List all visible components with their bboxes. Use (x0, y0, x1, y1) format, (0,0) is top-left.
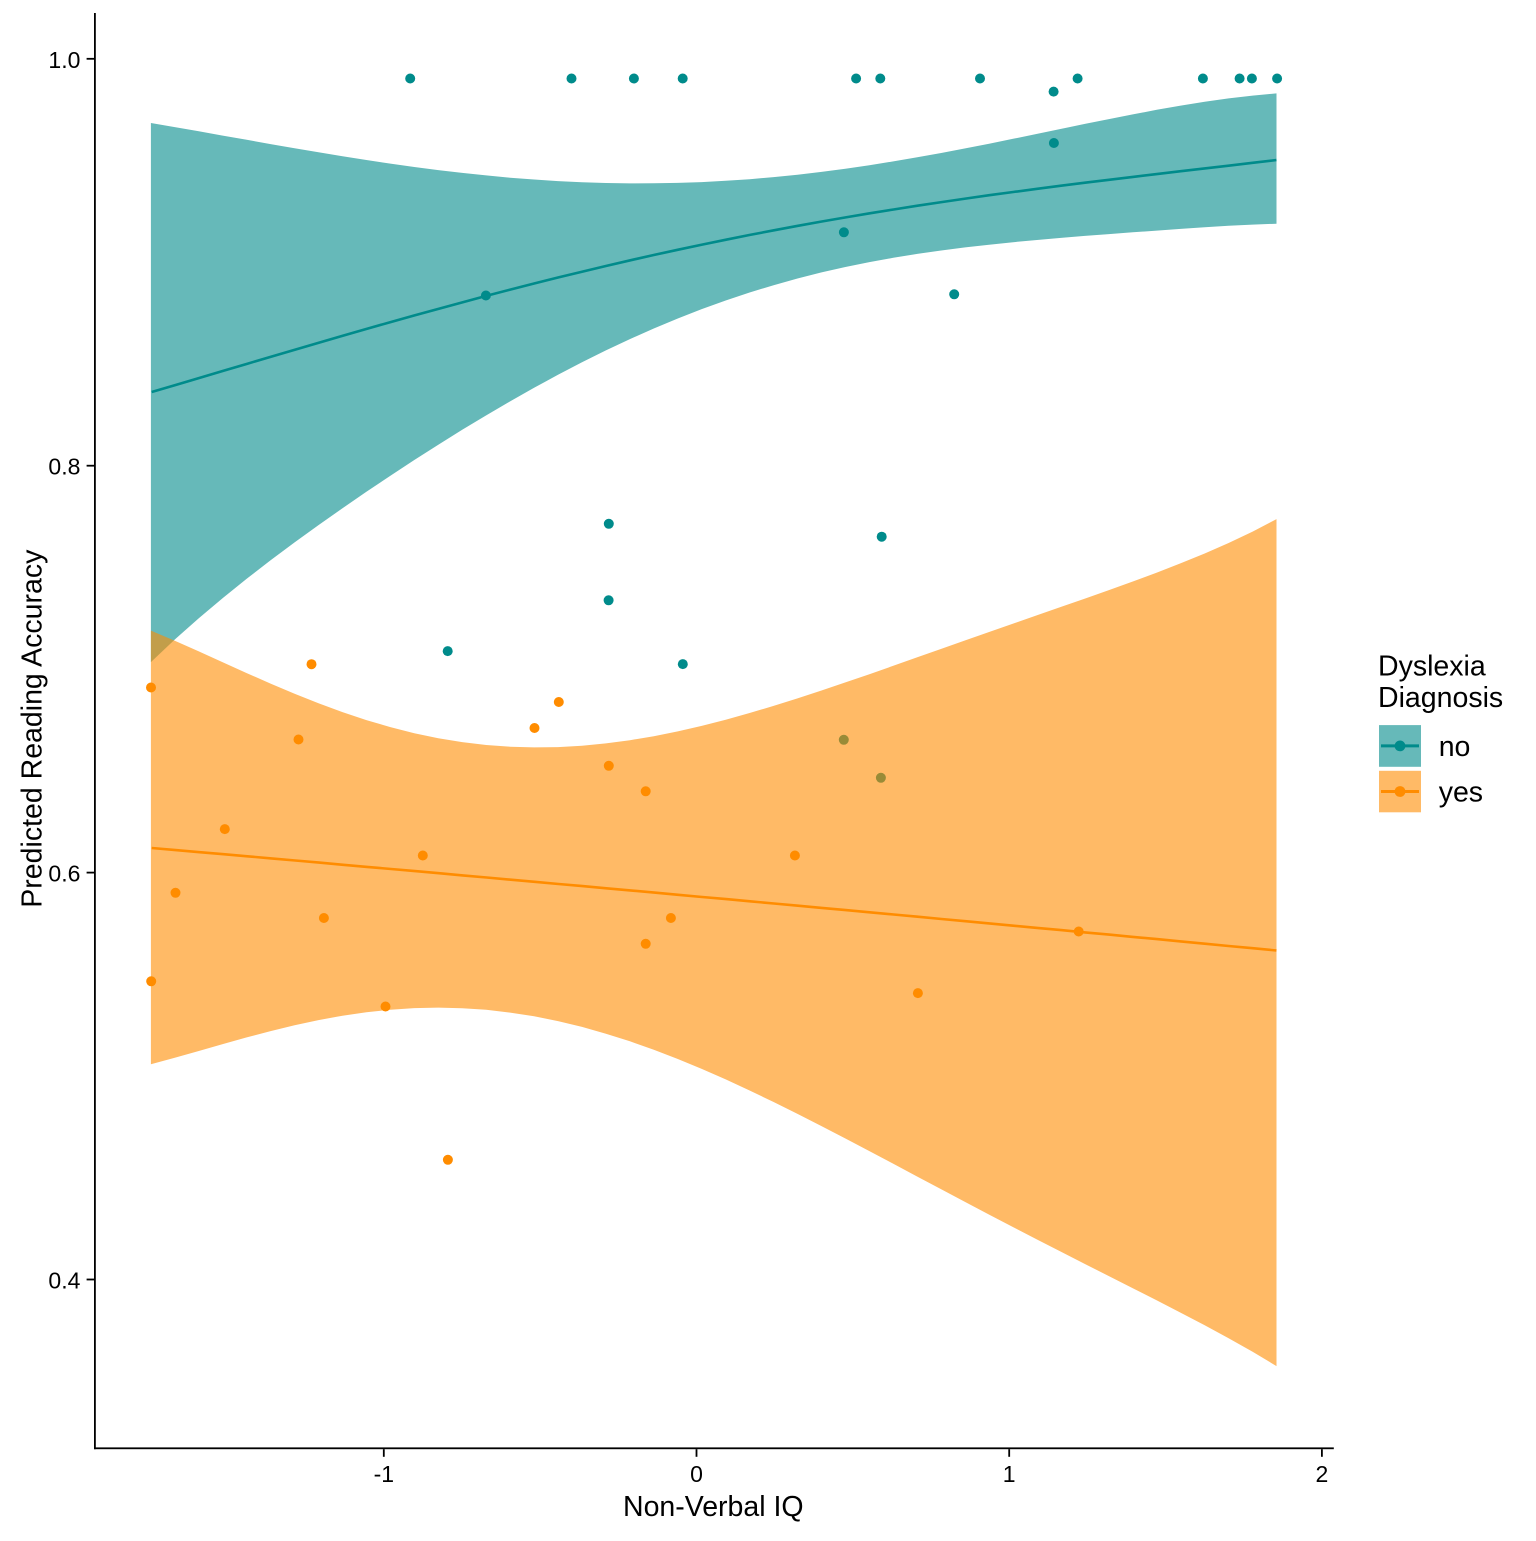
svg-text:2: 2 (1316, 1461, 1329, 1487)
svg-text:0: 0 (690, 1461, 703, 1487)
svg-text:Non-Verbal IQ: Non-Verbal IQ (623, 1491, 804, 1523)
svg-text:0.8: 0.8 (48, 454, 80, 480)
svg-text:Diagnosis: Diagnosis (1378, 682, 1503, 714)
svg-text:1.0: 1.0 (48, 47, 80, 73)
svg-text:Predicted Reading Accuracy: Predicted Reading Accuracy (16, 549, 48, 908)
svg-text:-1: -1 (374, 1461, 394, 1487)
svg-text:yes: yes (1439, 777, 1483, 809)
svg-text:0.4: 0.4 (48, 1268, 80, 1294)
svg-text:Dyslexia: Dyslexia (1378, 650, 1486, 682)
svg-text:0.6: 0.6 (48, 861, 80, 887)
svg-text:no: no (1439, 731, 1471, 763)
svg-text:1: 1 (1003, 1461, 1016, 1487)
